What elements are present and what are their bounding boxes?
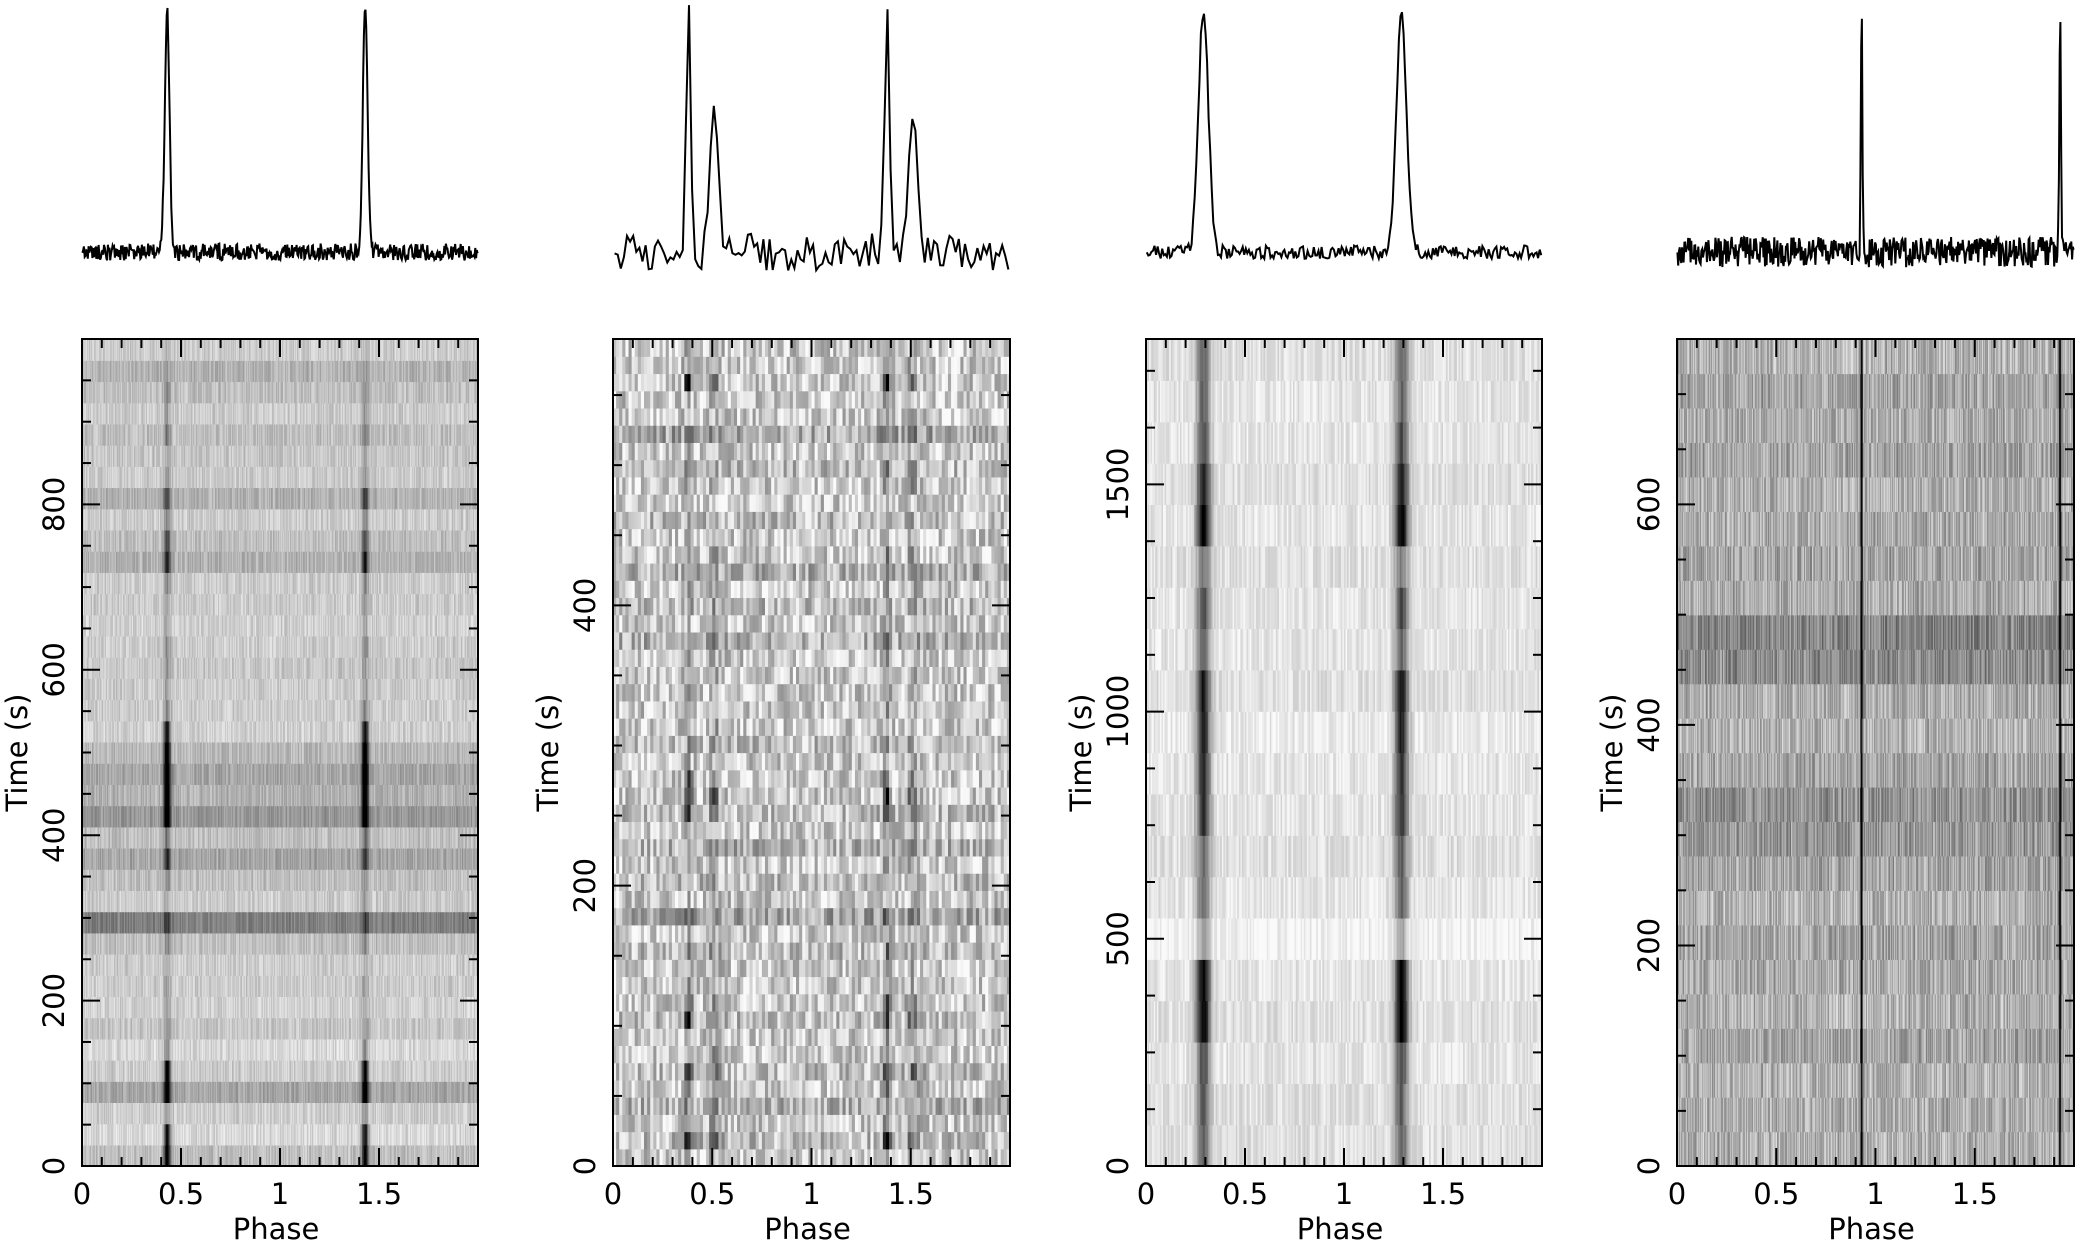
- phase-time-heatmap: [82, 339, 479, 1167]
- x-axis-label: Phase: [1297, 1212, 1384, 1241]
- phase-time-heatmap: [1677, 339, 2075, 1167]
- pulse-profile: [1677, 19, 2073, 267]
- x-axis-label: Phase: [764, 1212, 851, 1241]
- x-tick-label: 1: [271, 1177, 289, 1211]
- y-tick-label: 400: [37, 808, 71, 863]
- x-tick-label: 0.5: [1753, 1177, 1799, 1211]
- x-axis-label: Phase: [1828, 1212, 1915, 1241]
- x-tick-label: 1: [1866, 1177, 1884, 1211]
- x-tick-label: 1.5: [888, 1177, 934, 1211]
- pulse-profile: [615, 5, 1009, 270]
- phase-time-heatmap: [613, 339, 1011, 1167]
- y-tick-label: 0: [568, 1157, 602, 1175]
- y-tick-label: 200: [568, 858, 602, 913]
- y-tick-label: 0: [37, 1157, 71, 1175]
- y-axis-label: Time (s): [1064, 694, 1098, 813]
- y-tick-label: 1500: [1101, 448, 1135, 522]
- x-tick-label: 0: [1137, 1177, 1155, 1211]
- y-tick-label: 600: [37, 642, 71, 697]
- pulse-profile: [1147, 12, 1541, 259]
- panel-1: 0 0.5 1 1.5 0 200 400 600 800 Phase Time (s): [0, 8, 479, 1241]
- pulse-profile: [82, 8, 477, 260]
- x-tick-label: 0.5: [689, 1177, 735, 1211]
- x-axis-label: Phase: [233, 1212, 320, 1241]
- y-axis-label: Time (s): [1595, 694, 1629, 813]
- y-tick-label: 400: [568, 578, 602, 633]
- y-tick-label: 0: [1101, 1157, 1135, 1175]
- phase-time-heatmap: [1146, 339, 1543, 1167]
- y-axis-label: Time (s): [0, 694, 34, 813]
- y-tick-label: 200: [37, 973, 71, 1028]
- panel-2: 0 0.5 1 1.5 0 200 400 Phase Time (s): [531, 5, 1011, 1241]
- y-tick-label: 200: [1632, 918, 1666, 973]
- x-tick-label: 1.5: [356, 1177, 402, 1211]
- x-tick-label: 1: [1335, 1177, 1353, 1211]
- y-tick-label: 800: [37, 477, 71, 532]
- panel-3: 0 0.5 1 1.5 0 500 1000 1500 Phase Time (s): [1064, 12, 1543, 1241]
- x-tick-label: 0.5: [1222, 1177, 1268, 1211]
- y-tick-label: 400: [1632, 697, 1666, 752]
- x-tick-label: 0: [73, 1177, 91, 1211]
- x-tick-label: 1.5: [1952, 1177, 1998, 1211]
- x-tick-label: 1: [802, 1177, 820, 1211]
- x-tick-label: 0: [1668, 1177, 1686, 1211]
- y-tick-label: 1000: [1101, 675, 1135, 749]
- x-tick-label: 1.5: [1420, 1177, 1466, 1211]
- y-tick-label: 600: [1632, 477, 1666, 532]
- y-axis-label: Time (s): [531, 694, 565, 813]
- panel-4: 0 0.5 1 1.5 0 200 400 600 Phase Time (s): [1595, 19, 2075, 1241]
- y-tick-label: 0: [1632, 1157, 1666, 1175]
- x-tick-label: 0.5: [158, 1177, 204, 1211]
- x-tick-label: 0: [604, 1177, 622, 1211]
- y-tick-label: 500: [1101, 911, 1135, 966]
